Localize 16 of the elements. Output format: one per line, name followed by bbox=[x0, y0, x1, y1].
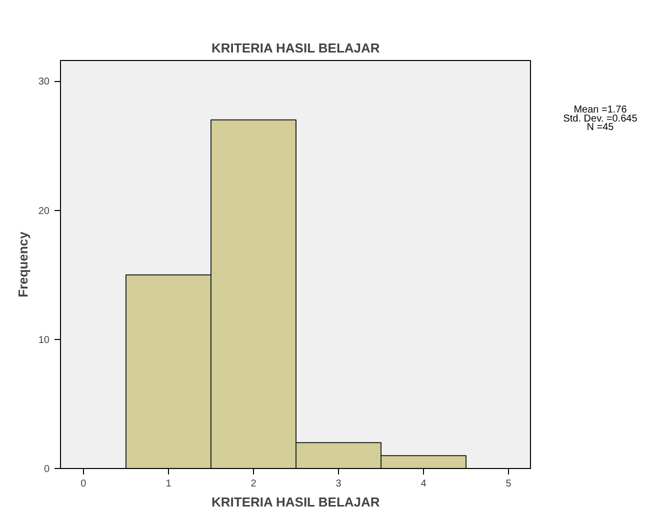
x-tick-label: 2 bbox=[250, 478, 257, 490]
y-tick-label: 0 bbox=[44, 464, 50, 475]
y-tick-label: 30 bbox=[38, 76, 50, 88]
x-tick-label: 3 bbox=[336, 478, 342, 490]
x-tick-label: 4 bbox=[420, 478, 427, 490]
chart-title: KRITERIA HASIL BELAJAR bbox=[211, 40, 380, 56]
x-tick-label: 0 bbox=[80, 478, 87, 490]
text: Std. Dev. =0.645 bbox=[563, 113, 638, 124]
y-axis-title: Frequency bbox=[15, 230, 30, 298]
text: N =45 bbox=[586, 122, 614, 133]
x-axis-title: KRITERIA HASIL BELAJAR bbox=[211, 494, 380, 510]
x-tick-label: 5 bbox=[506, 478, 512, 490]
text: Mean =1.76 bbox=[574, 104, 628, 116]
y-tick-label: 20 bbox=[38, 206, 50, 217]
y-tick-label: 10 bbox=[38, 334, 50, 346]
x-tick-label: 1 bbox=[166, 478, 172, 490]
